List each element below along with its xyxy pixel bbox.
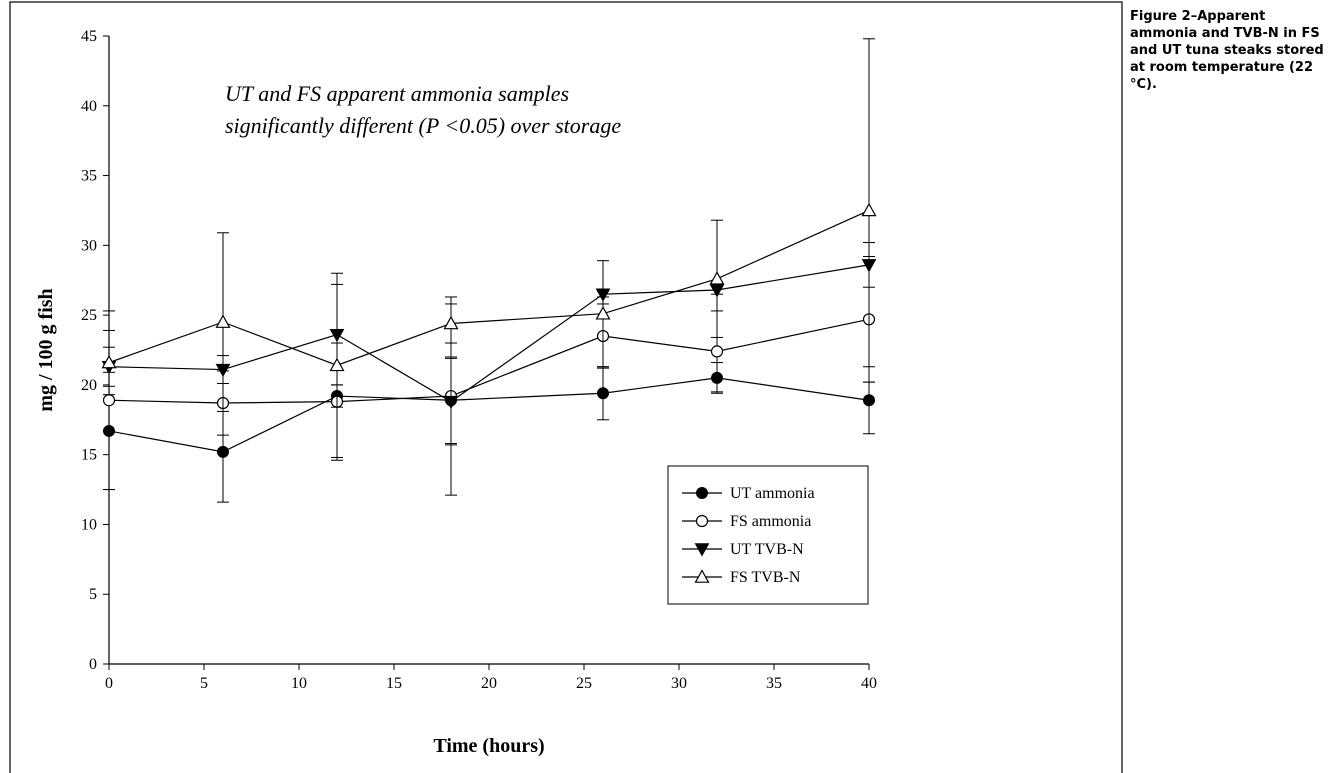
data-point [595,305,611,320]
legend-label: FS TVB-N [730,569,801,586]
data-point [443,315,459,330]
legend-marker [695,514,709,528]
data-point [101,354,117,369]
chart-frame [9,1,1123,773]
annotation-line: significantly different (P <0.05) over s… [225,113,621,138]
figure-caption: Figure 2–Apparent ammonia and TVB-N in F… [1130,9,1324,92]
series-fs-ammonia [102,255,876,496]
data-point [861,202,877,217]
annotation-line: UT and FS apparent ammonia samples [225,81,569,106]
y-tick-label: 45 [81,28,97,45]
legend-marker [694,543,710,557]
data-point [709,271,725,285]
data-point [863,394,875,407]
legend-marker [696,487,708,499]
legend-label: FS ammonia [730,513,811,530]
legend: UT ammonia FS ammonia UT TVB-N FS TVB-N [667,465,869,605]
x-tick-label: 10 [291,675,307,692]
y-tick-label: 25 [81,307,97,324]
x-tick-label: 0 [105,675,113,692]
data-point [215,314,231,328]
x-axis-title: Time (hours) [433,735,544,757]
x-tick-label: 30 [671,675,687,692]
y-tick-label: 20 [81,377,97,394]
series-fs-tvb-n [101,38,877,458]
x-tick-label: 35 [766,675,782,692]
legend-label: UT ammonia [730,485,815,502]
y-tick-label: 35 [81,168,97,185]
series-ut-tvb-n [101,242,877,446]
x-tick-label: 20 [481,675,497,692]
y-tick-label: 0 [89,656,97,673]
data-point [597,387,609,400]
y-tick-label: 15 [81,447,97,464]
data-point [443,395,459,410]
x-tick-label: 15 [386,675,402,692]
series-layer [101,38,877,503]
y-axis-title: mg / 100 g fish [35,288,57,411]
data-point [102,394,116,407]
y-tick-label: 40 [81,98,97,115]
annotation: UT and FS apparent ammonia samples signif… [225,81,621,138]
data-point [710,345,724,358]
legend-marker [694,569,710,583]
y-tick-label: 30 [81,237,97,254]
x-tick-label: 25 [576,675,592,692]
x-tick-label: 40 [861,675,877,692]
x-tick-label: 5 [200,675,208,692]
data-point [217,445,229,458]
y-tick-label: 5 [89,586,97,603]
data-point [329,357,345,372]
y-tick-label: 10 [81,516,97,533]
legend-label: UT TVB-N [730,541,804,558]
axes: 0 5 10 15 20 25 30 35 40 45 0 5 10 15 20 25 30 35 40 [81,28,877,692]
